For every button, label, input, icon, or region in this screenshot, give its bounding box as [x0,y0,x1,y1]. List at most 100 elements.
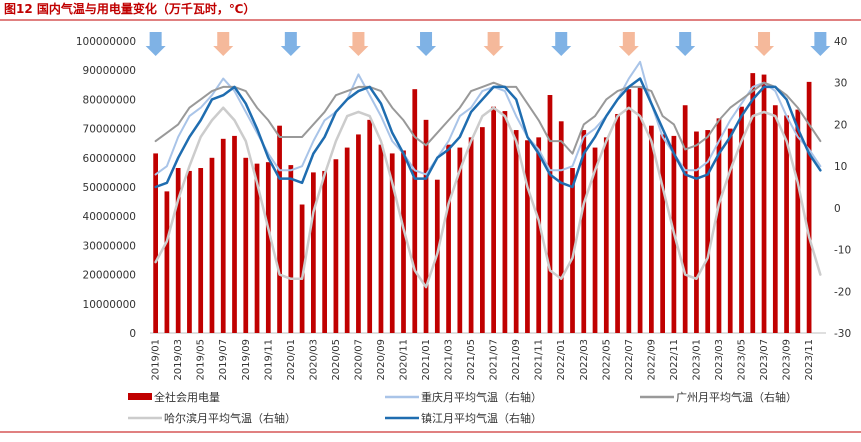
left-axis-tick-label: 20000000 [83,270,136,282]
bar [727,128,733,333]
bar [423,119,429,333]
x-tick-label: 2021/01 [421,339,432,381]
cold-arrow-icon [675,32,696,56]
hot-arrow-icon [754,32,775,56]
bar [153,153,158,333]
bar [615,114,620,333]
bar [322,170,327,333]
bar [175,168,181,333]
bar [299,204,305,333]
arrow-markers [145,32,831,56]
x-tick-label: 2023/03 [714,339,725,381]
bar [378,144,384,333]
x-tick-label: 2022/11 [669,339,680,381]
bar [795,109,801,334]
series-line-3 [154,77,822,189]
x-tick-label: 2023/09 [782,339,793,381]
x-tick-label: 2021/05 [466,339,477,381]
bar [626,89,632,334]
bar [603,137,609,333]
bar [660,134,665,333]
x-tick-label: 2020/09 [376,339,387,381]
bar [649,125,654,334]
x-tick-label: 2022/03 [579,339,590,381]
right-axis-tick-label: 20 [834,119,847,131]
bar [311,172,316,333]
bar [401,150,406,333]
legend-label: 哈尔滨月平均气温（右轴） [164,411,296,425]
bar [547,95,553,334]
left-axis-tick-label: 70000000 [83,124,136,136]
bar [457,147,463,333]
bar [164,191,170,333]
x-tick-label: 2021/07 [489,339,500,381]
bar [513,130,519,333]
bar [468,137,474,333]
left-axis-tick-label: 30000000 [83,240,136,252]
bar [243,157,249,333]
left-axis-tick-label: 40000000 [83,211,136,223]
right-axis-tick-label: -30 [834,328,851,340]
bar [784,115,789,334]
x-tick-label: 2019/03 [173,339,184,381]
x-tick-label: 2022/07 [624,339,635,381]
bar [232,135,237,333]
bar [682,105,688,334]
bar [750,73,756,334]
legend-label: 广州月平均气温（右轴） [676,390,797,404]
legend-label: 镇江月平均气温（右轴） [421,411,542,425]
x-tick-label: 2020/07 [353,339,364,381]
bar [480,127,485,333]
right-axis-tick-label: 40 [834,36,847,48]
hot-arrow-icon [348,32,369,56]
x-tick-label: 2021/03 [444,339,455,381]
left-axis-tick-label: 0 [129,328,136,340]
bar [198,168,204,333]
bar [806,81,812,333]
bar [367,119,373,333]
legend-label: 全社会用电量 [154,390,220,404]
legend-label: 重庆月平均气温（右轴） [421,390,542,404]
x-tick-label: 2019/09 [241,339,252,381]
x-tick-label: 2023/05 [737,339,748,381]
series-line-1 [154,81,822,155]
bar [209,157,215,333]
left-axis-tick-label: 60000000 [83,153,136,165]
left-axis-tick-label: 80000000 [83,94,136,106]
left-axis-tick-label: 10000000 [83,299,136,311]
line-series [154,60,822,289]
x-tick-label: 2022/01 [556,339,567,381]
legend-swatch [128,393,152,400]
left-axis-tick-label: 50000000 [83,182,136,194]
x-tick-label: 2021/11 [534,339,545,381]
x-tick-label: 2022/09 [646,339,657,381]
x-tick-label: 2020/05 [331,339,342,381]
right-axis-tick-label: 30 [834,78,847,90]
bar [254,163,260,333]
bar [705,130,711,333]
bar [356,134,361,333]
bar [220,138,226,333]
bar [288,165,294,333]
bar [581,130,587,333]
bar [525,140,530,333]
bar [716,118,722,333]
bar [536,137,542,333]
bar [637,86,643,333]
bar [265,162,271,333]
y-axis-labels: 0 10000000 20000000 30000000 40000000 5000000… [76,36,851,340]
bar [333,159,339,333]
bar-series [153,73,812,334]
bar [772,105,778,334]
x-tick-label: 2019/01 [151,339,162,381]
hot-arrow-icon [618,32,639,56]
x-tick-label: 2022/05 [601,339,612,381]
bar [446,144,451,333]
bar [277,125,282,334]
cold-arrow-icon [810,32,831,56]
chart-title: 图12 国内气温与用电量变化（万千瓦时，℃） [4,2,256,16]
right-axis-tick-label: -20 [834,286,851,298]
cold-arrow-icon [280,32,301,56]
x-tick-label: 2020/03 [308,339,319,381]
